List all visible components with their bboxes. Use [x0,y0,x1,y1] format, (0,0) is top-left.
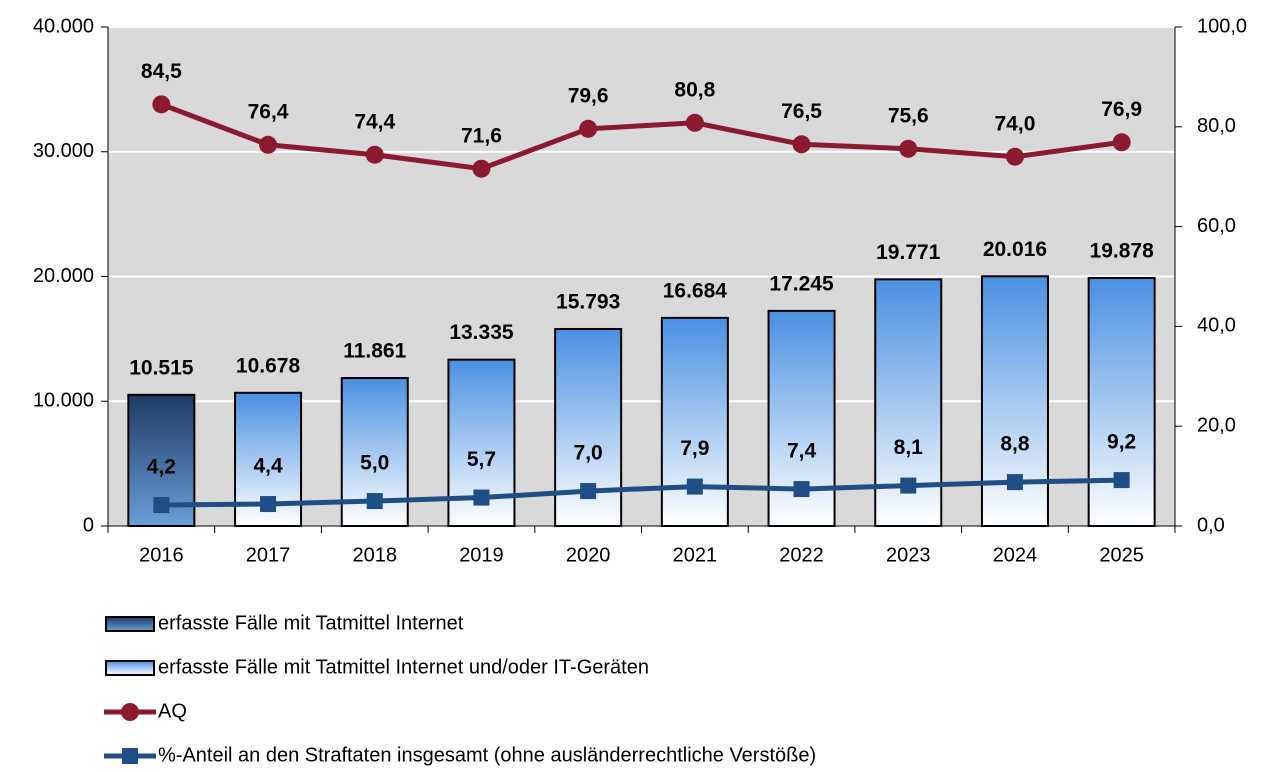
line-marker [152,95,171,114]
y2-tick-label: 0,0 [1197,514,1225,536]
legend-label: erfasste Fälle mit Tatmittel Internet [158,612,464,634]
bar-value-label: 19.878 [1090,240,1155,263]
x-tick-label: 2022 [779,544,824,566]
x-tick-label: 2021 [673,544,718,566]
y2-tick-label: 80,0 [1197,115,1236,137]
bar-value-label: 13.335 [449,321,514,344]
legend-label: erfasste Fälle mit Tatmittel Internet un… [158,656,649,678]
y-tick-label: 10.000 [33,390,94,412]
line-value-label: 76,4 [248,100,289,123]
legend-swatch [105,660,155,676]
line-marker [1006,474,1023,491]
line [161,477,1122,508]
line-marker [580,483,597,500]
line-value-label: 76,5 [781,100,822,123]
line-marker [1005,147,1024,166]
bar-value-label: 20.016 [983,238,1047,261]
y-tick-label: 20.000 [33,265,94,287]
bar-value-label: 16.684 [663,279,728,302]
y2-tick-label: 40,0 [1197,315,1236,337]
bar-value-label: 10.678 [236,354,301,377]
legend-swatch [105,616,155,632]
line-marker [473,489,490,506]
legend-label: AQ [158,700,187,722]
x-tick-label: 2016 [139,544,184,566]
line-value-label: 75,6 [888,104,929,127]
x-tick-label: 2025 [1099,544,1144,566]
x-tick-label: 2018 [353,544,398,566]
line-marker [579,119,598,138]
line-marker [686,478,703,495]
bar-value-label: 10.515 [129,356,194,379]
bar-value-label: 17.245 [769,272,834,295]
line-value-label: 7,0 [574,442,603,465]
line-marker [472,159,491,178]
line-marker [899,139,918,158]
x-tick-label: 2024 [993,544,1038,566]
line-marker [1112,133,1131,152]
line-value-label: 79,6 [568,84,609,107]
line-marker [792,135,811,154]
y-tick-label: 30.000 [33,140,94,162]
line-value-label: 5,7 [467,448,496,471]
line-value-label: 8,8 [1000,433,1030,456]
line-marker [685,113,704,132]
bar [1087,277,1156,527]
x-tick-label: 2020 [566,544,611,566]
line-marker [259,135,278,154]
x-tick-label: 2023 [886,544,931,566]
line-value-label: 7,4 [787,440,817,463]
bar-value-label: 19.771 [876,241,941,264]
bar-value-label: 15.793 [556,291,620,314]
legend-marker [121,703,139,721]
line-marker [260,496,277,513]
line-marker [366,493,383,510]
line-marker [900,477,917,494]
legend-marker [122,748,138,764]
line-value-label: 7,9 [680,437,709,460]
line-marker [365,145,384,164]
line-value-label: 8,1 [894,436,924,459]
line-marker [793,481,810,498]
x-tick-label: 2019 [459,544,504,566]
line-value-label: 74,4 [354,110,395,133]
line-marker [153,497,170,514]
y-tick-label: 40.000 [33,15,94,37]
line-value-label: 9,2 [1107,431,1136,454]
line-value-label: 74,0 [995,112,1036,135]
bar [660,316,729,527]
y2-tick-label: 20,0 [1197,414,1236,436]
x-tick-label: 2017 [246,544,291,566]
legend-label: %-Anteil an den Straftaten insgesamt (oh… [158,744,816,766]
y2-tick-label: 100,0 [1197,15,1247,37]
y2-tick-label: 60,0 [1197,215,1236,237]
line-marker [1113,472,1130,489]
line-value-label: 4,2 [147,456,176,479]
line-value-label: 80,8 [674,78,715,101]
line-value-label: 5,0 [360,452,389,475]
line-value-label: 84,5 [141,60,182,83]
line-value-label: 71,6 [461,124,502,147]
line-value-label: 4,4 [253,455,283,478]
line [160,102,1122,172]
y-tick-label: 0 [83,514,94,536]
line-value-label: 76,9 [1101,98,1142,121]
bar-value-label: 11.861 [343,340,406,363]
